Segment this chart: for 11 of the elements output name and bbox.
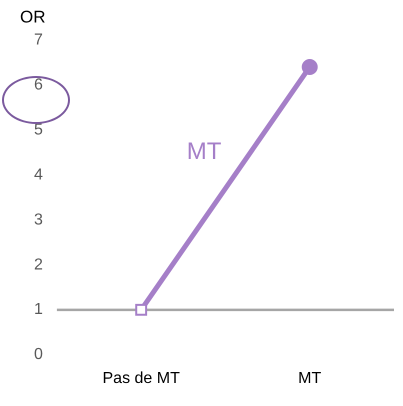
y-tick-label: 0 [34, 346, 43, 364]
y-tick-label: 6 [34, 76, 43, 94]
y-tick-label: 2 [34, 256, 43, 274]
y-tick-label: 4 [34, 166, 43, 184]
y-tick-label: 3 [34, 211, 43, 228]
y-axis-title: OR [20, 8, 46, 27]
y-tick-label: 7 [34, 31, 43, 48]
y-tick-label: 1 [34, 301, 43, 318]
x-tick-label: Pas de MT [102, 370, 180, 387]
series-label: MT [186, 138, 222, 166]
y-tick-label: 5 [34, 121, 43, 138]
